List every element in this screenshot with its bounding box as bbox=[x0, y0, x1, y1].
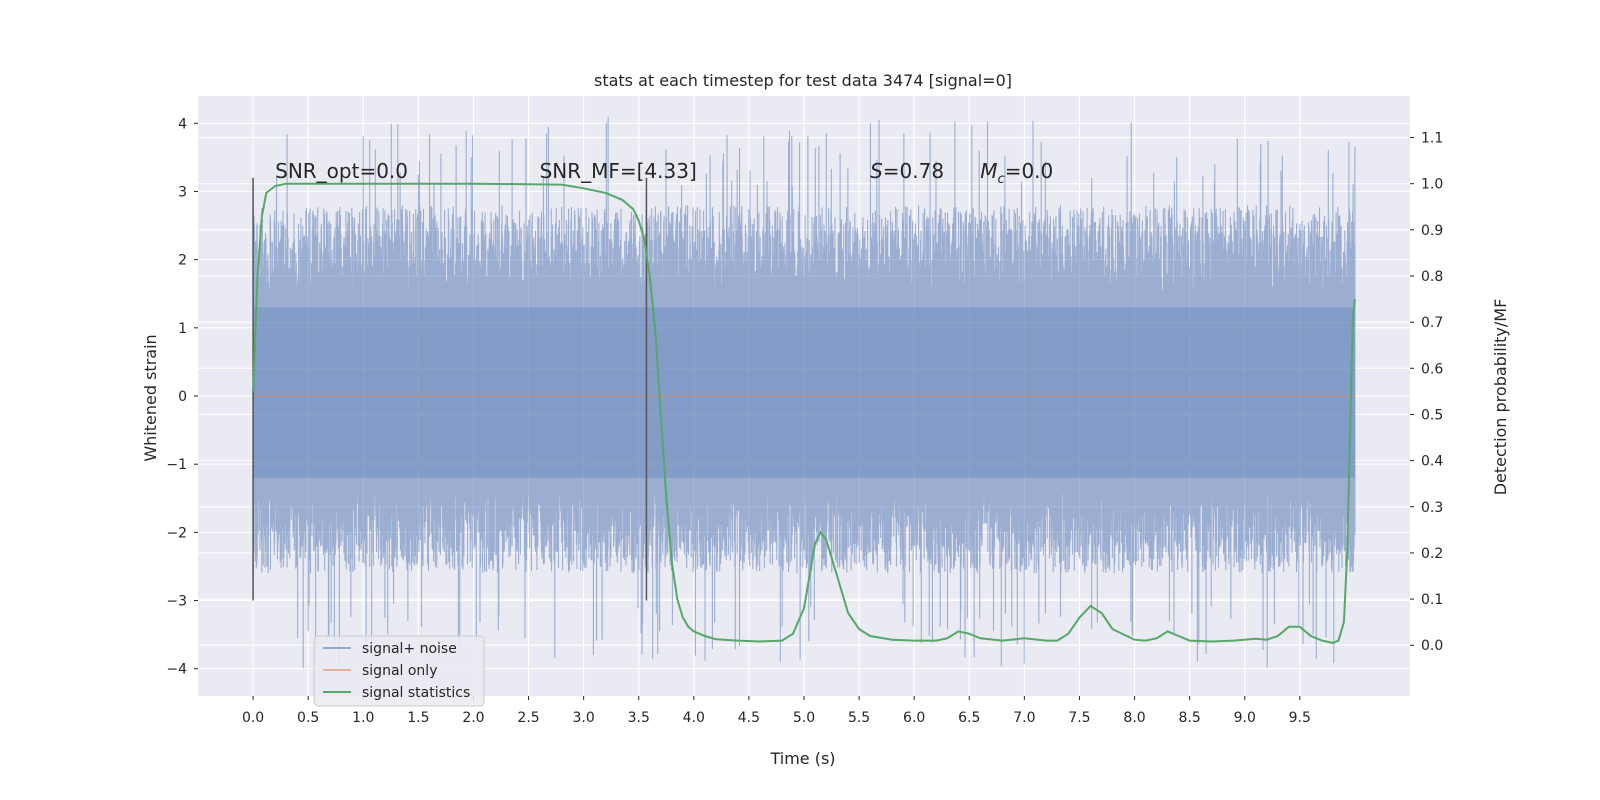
x-tick-label: 1.5 bbox=[407, 710, 429, 726]
legend-label: signal only bbox=[362, 663, 437, 679]
y-tick-label: −3 bbox=[166, 594, 187, 610]
y-axis-label: Whitened strain bbox=[141, 334, 160, 461]
y2-tick-label: 0.1 bbox=[1421, 592, 1443, 608]
y2-tick-label: 1.1 bbox=[1421, 131, 1443, 147]
x-tick-label: 9.0 bbox=[1234, 710, 1256, 726]
y2-axis-label: Detection probability/MF bbox=[1491, 299, 1510, 496]
y-tick-label: −1 bbox=[166, 457, 187, 473]
x-tick-label: 6.0 bbox=[903, 710, 925, 726]
legend-label: signal+ noise bbox=[362, 641, 457, 657]
x-tick-label: 4.5 bbox=[738, 710, 760, 726]
x-tick-label: 7.0 bbox=[1013, 710, 1035, 726]
x-tick-label: 8.0 bbox=[1123, 710, 1145, 726]
x-tick-label: 9.5 bbox=[1289, 710, 1311, 726]
x-tick-label: 7.5 bbox=[1068, 710, 1090, 726]
noise-core-band bbox=[253, 307, 1355, 478]
x-tick-label: 5.5 bbox=[848, 710, 870, 726]
legend: signal+ noise signal only signal statistic… bbox=[313, 635, 485, 707]
plot-area bbox=[252, 116, 1356, 669]
legend-box bbox=[313, 635, 485, 707]
x-tick-label: 3.5 bbox=[628, 710, 650, 726]
y-tick-label: 0 bbox=[178, 389, 187, 405]
x-tick-label: 1.0 bbox=[352, 710, 374, 726]
y-tick-label: 2 bbox=[178, 253, 187, 269]
annotations: SNR_opt=0.0 SNR_MF=[4.33] S=0.78 Mc=0.0 bbox=[275, 159, 1053, 187]
x-tick-label: 6.5 bbox=[958, 710, 980, 726]
x-tick-label: 0.0 bbox=[242, 710, 264, 726]
legend-label: signal statistics bbox=[362, 685, 470, 701]
y2-tick-label: 0.7 bbox=[1421, 315, 1443, 331]
x-tick-label: 3.0 bbox=[573, 710, 595, 726]
x-tick-label: 0.5 bbox=[297, 710, 319, 726]
y2-tick-label: 0.5 bbox=[1421, 407, 1443, 423]
y2-tick-label: 0.0 bbox=[1421, 638, 1443, 654]
y-tick-label: −4 bbox=[166, 662, 187, 678]
y-tick-label: 1 bbox=[178, 321, 187, 337]
x-axis-label: Time (s) bbox=[769, 749, 835, 768]
y2-tick-label: 0.3 bbox=[1421, 500, 1443, 516]
x-tick-label: 5.0 bbox=[793, 710, 815, 726]
y-tick-label: −2 bbox=[166, 525, 187, 541]
annotation: SNR_opt=0.0 bbox=[275, 159, 408, 183]
y2-tick-label: 0.8 bbox=[1421, 269, 1443, 285]
x-tick-label: 2.0 bbox=[462, 710, 484, 726]
x-tick-label: 2.5 bbox=[517, 710, 539, 726]
axes: 0.0 0.5 1.0 1.5 2.0 2.5 3.0 3.5 4.0 4.5 5.0 5.5 6.0 6… bbox=[166, 116, 1443, 726]
signal-statistics-line bbox=[252, 182, 1356, 644]
annotation: Mc=0.0 bbox=[980, 159, 1053, 187]
y2-tick-label: 0.2 bbox=[1421, 546, 1443, 562]
x-tick-label: 4.0 bbox=[683, 710, 705, 726]
series-signal-statistics bbox=[252, 182, 1356, 644]
annotation: S=0.78 bbox=[870, 159, 944, 183]
y2-tick-label: 0.6 bbox=[1421, 361, 1443, 377]
y2-tick-label: 0.9 bbox=[1421, 223, 1443, 239]
series-signal-noise bbox=[252, 116, 1356, 669]
y2-tick-label: 1.0 bbox=[1421, 177, 1443, 193]
x-tick-label: 8.5 bbox=[1179, 710, 1201, 726]
y-tick-label: 3 bbox=[178, 184, 187, 200]
y2-tick-label: 0.4 bbox=[1421, 454, 1443, 470]
y-tick-label: 4 bbox=[178, 116, 187, 132]
chart-title: stats at each timestep for test data 347… bbox=[594, 71, 1012, 90]
annotation: SNR_MF=[4.33] bbox=[540, 159, 697, 183]
